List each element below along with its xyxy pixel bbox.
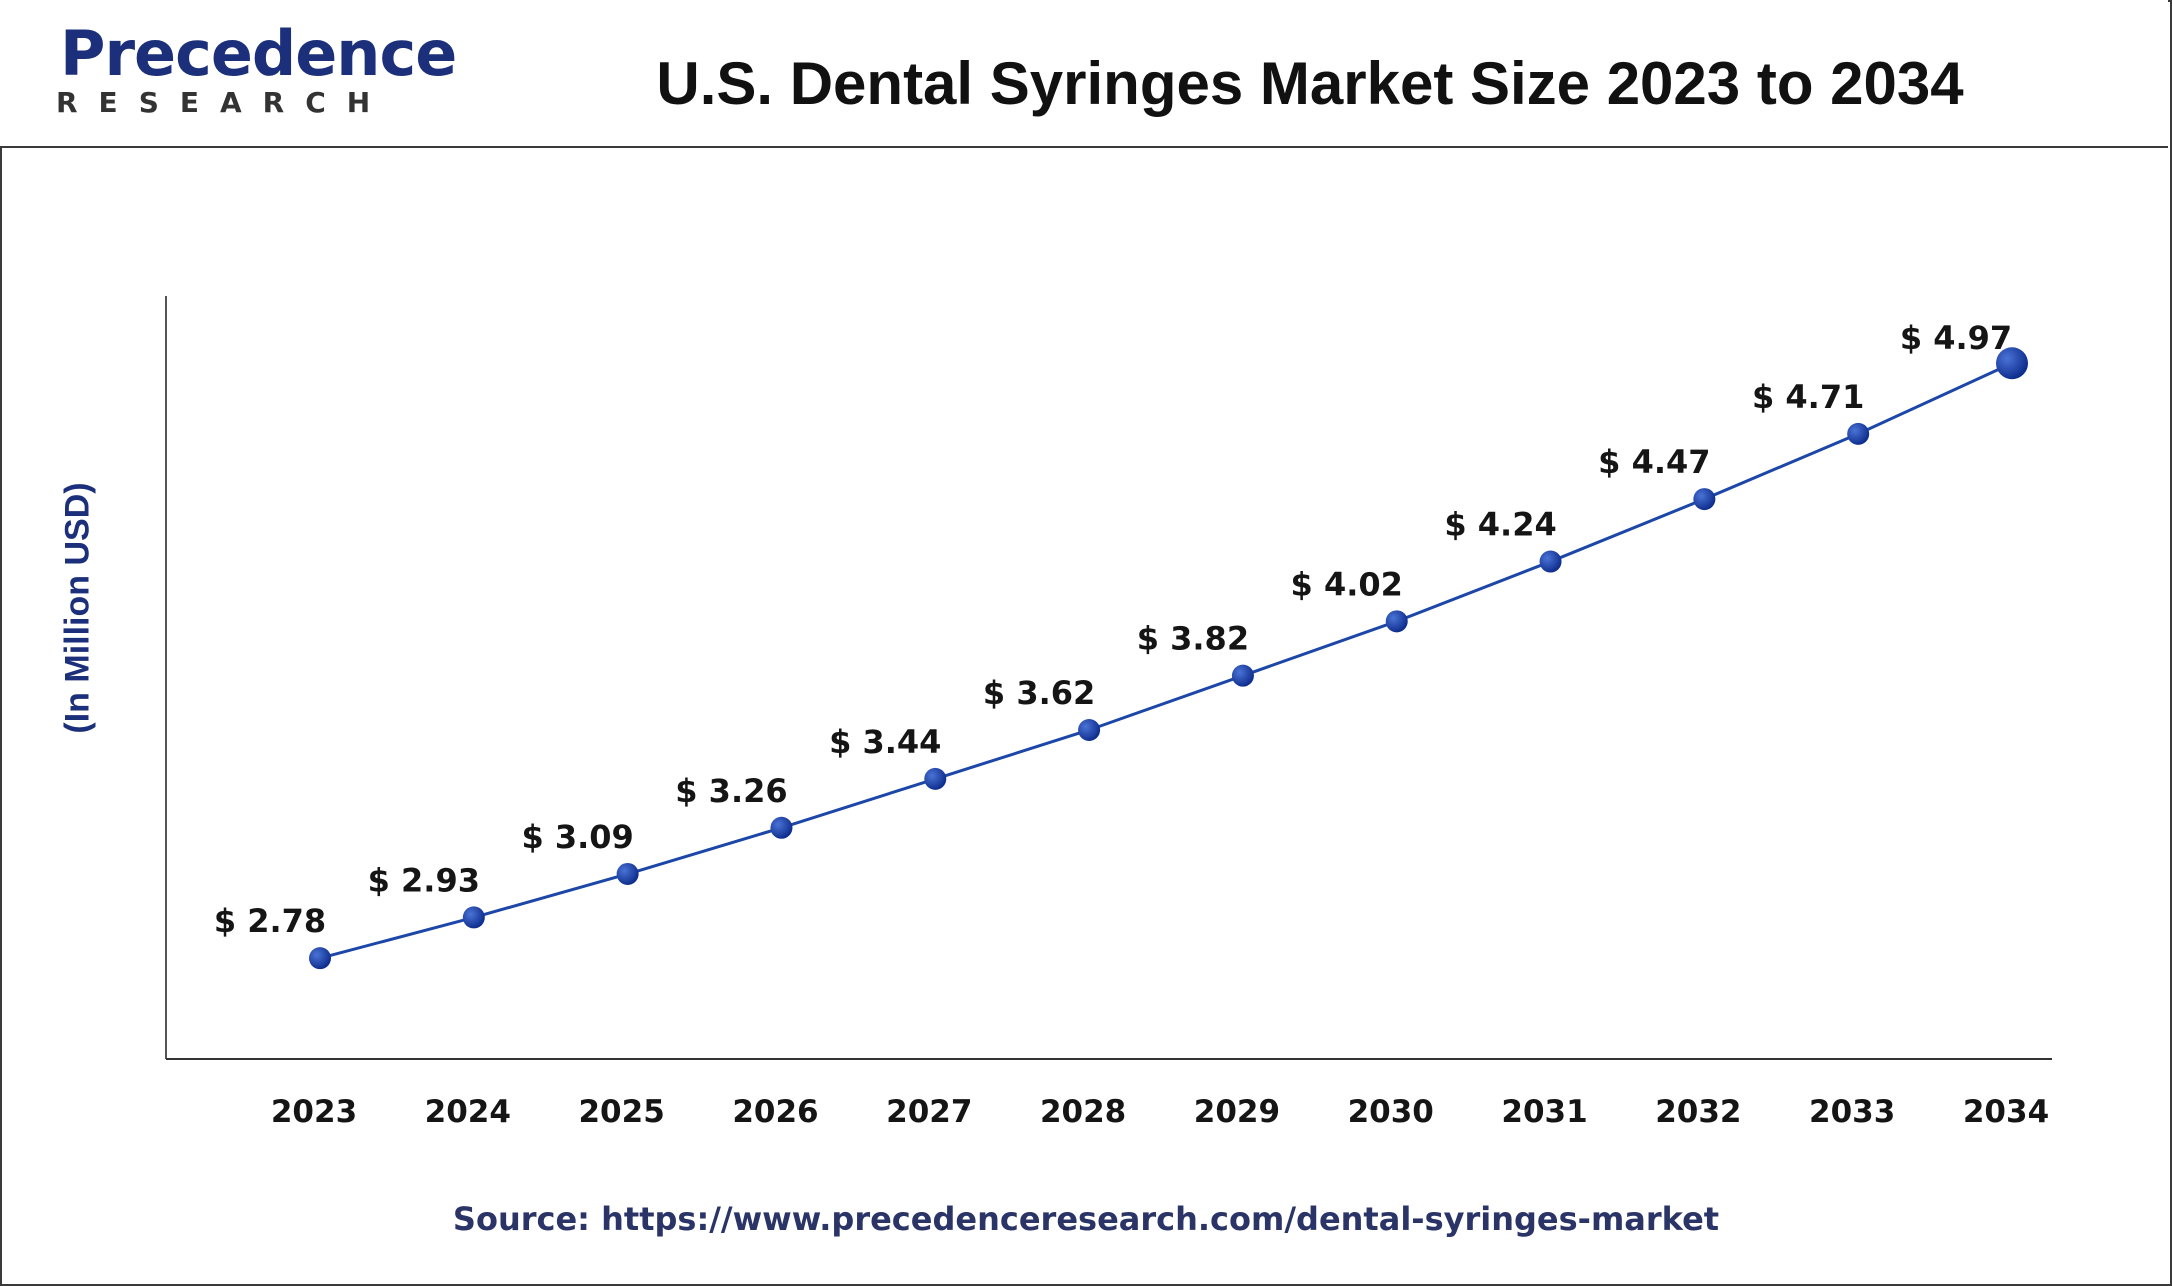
data-label-2023: $ 2.78 [214, 902, 326, 940]
x-tick-label-2028: 2028 [1040, 1094, 1126, 1130]
data-label-2026: $ 3.26 [675, 772, 787, 810]
data-point-2027 [924, 767, 947, 790]
data-label-2024: $ 2.93 [368, 861, 480, 899]
data-point-2029 [1231, 664, 1254, 687]
x-tick-label-2023: 2023 [271, 1094, 357, 1130]
x-tick-label-2024: 2024 [425, 1094, 511, 1130]
source-note: Source: https://www.precedenceresearch.c… [452, 1200, 1720, 1238]
data-label-2028: $ 3.62 [983, 674, 1095, 712]
x-tick-label-2025: 2025 [578, 1094, 664, 1130]
data-label-2025: $ 3.09 [521, 818, 633, 856]
chart-title: U.S. Dental Syringes Market Size 2023 to… [656, 50, 1964, 117]
x-tick-label-2030: 2030 [1348, 1094, 1434, 1130]
x-tick-label-2029: 2029 [1194, 1094, 1280, 1130]
x-tick-label-2031: 2031 [1501, 1094, 1587, 1130]
data-point-2025 [616, 862, 639, 885]
x-tick-label-2027: 2027 [886, 1094, 972, 1130]
x-tick-label-2033: 2033 [1809, 1094, 1895, 1130]
data-label-2029: $ 3.82 [1137, 620, 1249, 658]
data-point-2033 [1847, 422, 1870, 445]
data-point-2032 [1693, 488, 1716, 511]
logo: Precedence RESEARCH [50, 18, 457, 128]
header-bar: Precedence RESEARCH U.S. Dental Syringes… [0, 0, 2168, 148]
x-tick-label-2034: 2034 [1963, 1094, 2049, 1130]
data-point-2024 [462, 906, 485, 929]
data-label-2031: $ 4.24 [1444, 506, 1556, 544]
data-label-2033: $ 4.71 [1752, 378, 1864, 416]
data-point-2030 [1385, 610, 1408, 633]
x-tick-label-2032: 2032 [1655, 1094, 1741, 1130]
data-label-2030: $ 4.02 [1291, 565, 1403, 603]
data-point-2028 [1078, 718, 1101, 741]
series-line [319, 361, 2013, 960]
logo-wordmark: Precedence [60, 17, 457, 90]
data-point-2031 [1539, 550, 1562, 573]
data-point-2026 [770, 816, 793, 839]
x-tick-label-2026: 2026 [732, 1094, 818, 1130]
data-point-2023 [309, 947, 331, 970]
data-label-2027: $ 3.44 [829, 723, 941, 761]
data-label-2034: $ 4.97 [1900, 319, 2012, 357]
data-point-2034 [1996, 347, 2028, 380]
logo-subtitle: RESEARCH [56, 86, 392, 119]
data-label-2032: $ 4.47 [1598, 443, 1710, 481]
